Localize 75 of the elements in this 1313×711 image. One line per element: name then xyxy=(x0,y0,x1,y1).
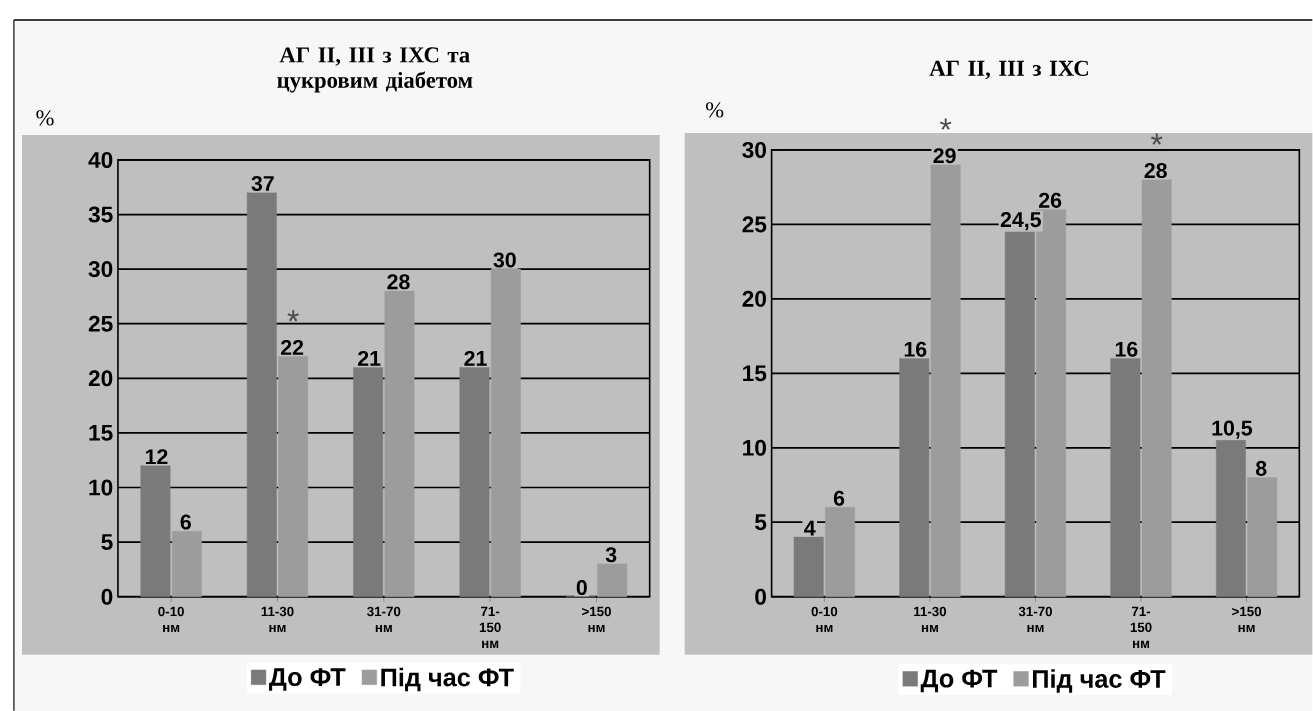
y-tick-label: 15 xyxy=(743,365,767,382)
y-tick-label: 10 xyxy=(743,439,766,456)
x-tick-label: 31-70 нм xyxy=(367,606,401,632)
y-tick-label: 30 xyxy=(742,141,766,158)
x-tick-label: >150 нм xyxy=(582,606,611,632)
x-tick-label: >150 нм xyxy=(1232,606,1262,632)
y-tick-label: 35 xyxy=(88,206,113,223)
bar xyxy=(597,563,628,597)
data-label: 26 xyxy=(1039,192,1062,208)
bar xyxy=(459,366,490,597)
bar xyxy=(825,506,855,597)
data-label: 28 xyxy=(387,274,410,290)
y-axis-title: % xyxy=(705,102,724,118)
y-tick-label: 0 xyxy=(755,588,766,605)
annotation: * xyxy=(1151,133,1163,145)
y-tick-label: 5 xyxy=(755,514,767,530)
bar xyxy=(278,356,309,597)
data-label: 24,5 xyxy=(1000,211,1041,231)
data-label: 3 xyxy=(605,547,617,563)
bar xyxy=(899,358,930,597)
bar xyxy=(490,268,521,597)
data-label: 0 xyxy=(576,579,587,595)
x-tick-label: 71-150 нм xyxy=(1130,606,1152,648)
x-tick-label: 11-30 нм xyxy=(914,606,947,632)
data-label: 21 xyxy=(464,350,487,366)
data-label: 30 xyxy=(493,252,516,268)
bar xyxy=(1247,477,1278,597)
data-label: 29 xyxy=(933,147,956,164)
bar xyxy=(353,366,384,597)
bar xyxy=(1141,179,1172,597)
y-tick-label: 10 xyxy=(89,479,113,496)
legend-label: До ФТ xyxy=(920,669,998,693)
data-label: 16 xyxy=(904,341,927,357)
bar xyxy=(1110,358,1141,597)
data-label: 16 xyxy=(1115,341,1138,357)
data-label: 6 xyxy=(180,514,191,530)
data-label: 4 xyxy=(804,520,816,536)
annotation: * xyxy=(287,310,299,322)
y-axis-title: % xyxy=(36,110,54,126)
bar xyxy=(930,164,961,597)
y-tick-label: 0 xyxy=(101,588,113,605)
chart-title: АГ II, III з ІХС та цукровим діабетом xyxy=(277,47,473,93)
bar xyxy=(384,290,415,597)
legend-label: Під час ФТ xyxy=(1032,669,1166,693)
data-label: 22 xyxy=(281,339,304,355)
y-tick-label: 25 xyxy=(88,315,113,332)
data-label: 8 xyxy=(1255,460,1267,476)
x-tick-label: 71-150 нм xyxy=(479,606,501,648)
data-label: 28 xyxy=(1144,162,1167,178)
x-tick-label: 11-30 нм xyxy=(261,606,294,632)
data-label: 21 xyxy=(358,350,381,366)
y-tick-label: 5 xyxy=(101,534,113,550)
x-tick-label: 0-10 нм xyxy=(811,606,838,632)
annotation: * xyxy=(939,118,952,130)
legend-label: До ФТ xyxy=(269,668,346,691)
y-tick-label: 25 xyxy=(742,216,767,233)
x-tick-label: 31-70 нм xyxy=(1018,606,1052,632)
data-label: 12 xyxy=(145,449,168,464)
y-tick-label: 30 xyxy=(88,260,113,277)
y-tick-label: 15 xyxy=(89,424,113,441)
bar xyxy=(1004,231,1035,597)
y-tick-label: 40 xyxy=(88,151,113,168)
x-tick-label: 0-10 нм xyxy=(158,606,184,632)
chart-title: АГ II, III з ІХС xyxy=(929,60,1088,80)
data-label: 37 xyxy=(251,175,274,191)
y-tick-label: 20 xyxy=(88,370,113,387)
bar xyxy=(793,536,824,597)
y-tick-label: 20 xyxy=(742,290,766,307)
bar xyxy=(140,465,171,597)
bar xyxy=(171,530,202,597)
legend-label: Під час ФТ xyxy=(381,667,514,692)
bar xyxy=(246,192,277,597)
bar xyxy=(1215,439,1246,597)
data-label: 6 xyxy=(833,490,845,506)
data-label: 10,5 xyxy=(1212,420,1253,439)
